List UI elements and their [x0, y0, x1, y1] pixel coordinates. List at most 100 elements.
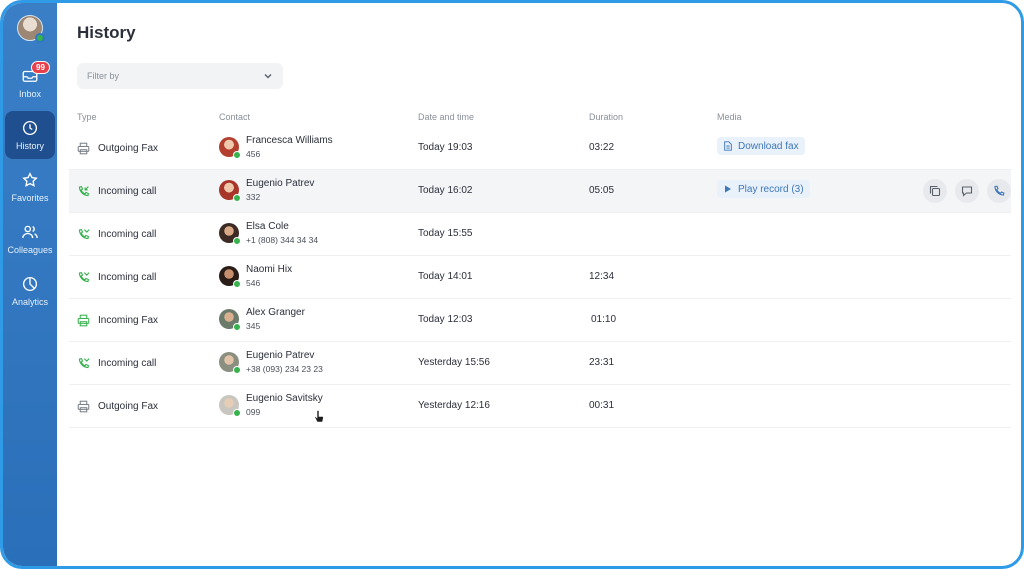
- phone-icon: [994, 185, 1005, 196]
- sidebar-item-label: Colleagues: [7, 245, 53, 255]
- contact-cell[interactable]: Eugenio Savitsky 099: [219, 393, 323, 417]
- main-content: History Filter by Type Contact Date and …: [57, 3, 1021, 566]
- copy-button[interactable]: [923, 179, 947, 203]
- missed-call-icon: [78, 228, 90, 240]
- table-row[interactable]: Incoming call Naomi Hix 546 Today 14:01 …: [69, 256, 1011, 299]
- contact-number: 456: [246, 149, 261, 159]
- play-icon: [725, 185, 731, 193]
- table-header: Type Contact Date and time Duration Medi…: [69, 107, 1011, 127]
- contact-number: 546: [246, 278, 261, 288]
- contact-number: 345: [246, 321, 261, 331]
- sidebar-item-label: Analytics: [11, 297, 48, 307]
- avatar: [219, 266, 241, 288]
- sidebar-item-analytics[interactable]: Analytics: [5, 267, 55, 315]
- sidebar-item-label: Inbox: [18, 89, 42, 99]
- duration-cell: 05:05: [589, 185, 615, 196]
- type-cell: Incoming call: [77, 357, 156, 370]
- type-cell: Incoming call: [77, 271, 156, 284]
- avatar: [219, 180, 241, 202]
- table-row[interactable]: Incoming call Elsa Cole +1 (808) 344 34 …: [69, 213, 1011, 256]
- inbox-badge: 99: [31, 61, 50, 74]
- avatar: [219, 352, 241, 374]
- type-label: Outgoing Fax: [98, 401, 159, 412]
- contact-name: Francesca Williams: [246, 135, 333, 146]
- contact-name: Eugenio Patrev: [246, 178, 315, 189]
- contact-name: Naomi Hix: [246, 264, 293, 275]
- media-cell: Play record (3): [717, 180, 810, 198]
- date-cell: Today 19:03: [418, 142, 473, 153]
- duration-cell: 12:34: [589, 271, 615, 282]
- contact-name: Elsa Cole: [246, 221, 289, 232]
- table-row[interactable]: Outgoing Fax Francesca Williams 456 Toda…: [69, 127, 1011, 170]
- duration-cell: 01:10: [591, 314, 617, 325]
- type-cell: Outgoing Fax: [77, 142, 158, 155]
- contact-cell[interactable]: Naomi Hix 546: [219, 264, 292, 288]
- contact-number: 332: [246, 192, 261, 202]
- contact-number: +1 (808) 344 34 34: [246, 235, 319, 245]
- avatar-image: [17, 15, 43, 41]
- sidebar-item-inbox[interactable]: 99 Inbox: [5, 59, 55, 107]
- type-label: Incoming call: [98, 272, 157, 283]
- download-fax-label: Download fax: [738, 140, 799, 152]
- missed-call-icon: [78, 357, 90, 369]
- type-cell: Incoming Fax: [77, 314, 158, 327]
- avatar: [219, 223, 241, 245]
- type-cell: Outgoing Fax: [77, 400, 158, 413]
- filter-dropdown[interactable]: Filter by: [77, 63, 283, 89]
- play-record-button[interactable]: Play record (3): [717, 180, 810, 198]
- type-label: Incoming call: [98, 229, 157, 240]
- download-fax-button[interactable]: Download fax: [717, 137, 805, 155]
- contact-name: Eugenio Patrev: [246, 350, 315, 361]
- contact-number: 099: [246, 407, 261, 417]
- call-button[interactable]: [987, 179, 1011, 203]
- presence-indicator: [233, 237, 241, 245]
- presence-indicator: [233, 151, 241, 159]
- sidebar: 99 Inbox History Favorites Colleagues: [3, 3, 57, 566]
- pie-chart-icon: [22, 276, 38, 292]
- column-header-media: Media: [717, 112, 742, 122]
- avatar: [219, 395, 241, 417]
- table-row[interactable]: Incoming call Eugenio Patrev +38 (093) 2…: [69, 342, 1011, 385]
- presence-indicator: [35, 33, 45, 43]
- date-cell: Yesterday 12:16: [418, 400, 490, 411]
- fax-icon: [77, 400, 90, 413]
- presence-indicator: [233, 366, 241, 374]
- star-icon: [22, 172, 38, 187]
- copy-icon: [929, 185, 941, 197]
- user-avatar[interactable]: [17, 15, 45, 43]
- table-row[interactable]: Incoming call Eugenio Patrev 332 Today 1…: [69, 170, 1011, 213]
- type-cell: Incoming call: [77, 228, 156, 241]
- row-actions: [915, 179, 1011, 203]
- table-row[interactable]: Outgoing Fax Eugenio Savitsky 099 Yester…: [69, 385, 1011, 428]
- presence-indicator: [233, 409, 241, 417]
- filter-placeholder: Filter by: [87, 71, 120, 81]
- duration-cell: 00:31: [589, 400, 615, 411]
- message-button[interactable]: [955, 179, 979, 203]
- contact-name: Eugenio Savitsky: [246, 393, 323, 404]
- page-title: History: [77, 23, 136, 42]
- sidebar-item-favorites[interactable]: Favorites: [5, 163, 55, 211]
- contact-cell[interactable]: Eugenio Patrev 332: [219, 178, 314, 202]
- date-cell: Today 12:03: [418, 314, 473, 325]
- fax-icon: [77, 314, 90, 327]
- table-row[interactable]: Incoming Fax Alex Granger 345 Today 12:0…: [69, 299, 1011, 342]
- incoming-call-icon: [78, 185, 90, 197]
- column-header-date: Date and time: [418, 112, 475, 122]
- contact-cell[interactable]: Alex Granger 345: [219, 307, 305, 331]
- presence-indicator: [233, 280, 241, 288]
- play-record-label: Play record (3): [738, 183, 804, 195]
- sidebar-item-colleagues[interactable]: Colleagues: [5, 215, 55, 263]
- contact-cell[interactable]: Eugenio Patrev +38 (093) 234 23 23: [219, 350, 323, 374]
- presence-indicator: [233, 194, 241, 202]
- sidebar-item-history[interactable]: History: [5, 111, 55, 159]
- column-header-type: Type: [77, 112, 97, 122]
- missed-call-icon: [78, 271, 90, 283]
- date-cell: Today 16:02: [418, 185, 473, 196]
- contact-cell[interactable]: Francesca Williams 456: [219, 135, 333, 159]
- history-table: Type Contact Date and time Duration Medi…: [69, 107, 1011, 428]
- type-label: Outgoing Fax: [98, 143, 159, 154]
- sidebar-item-label: Favorites: [11, 193, 49, 203]
- contact-cell[interactable]: Elsa Cole +1 (808) 344 34 34: [219, 221, 318, 245]
- sidebar-item-label: History: [15, 141, 44, 151]
